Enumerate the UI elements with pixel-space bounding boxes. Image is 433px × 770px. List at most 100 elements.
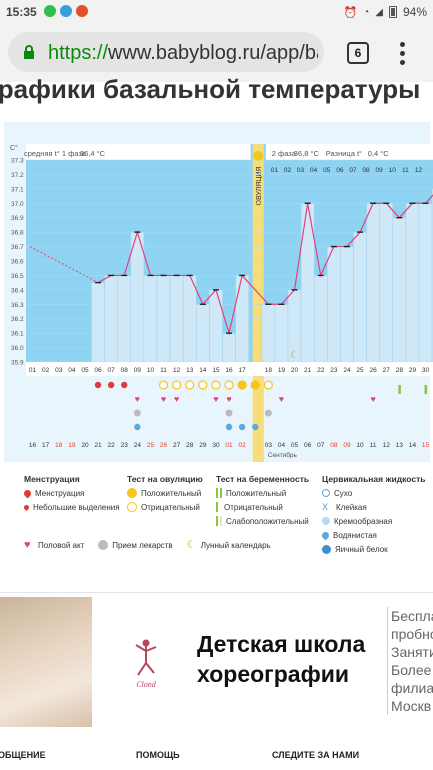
alarm-icon: ⏰ <box>343 6 358 19</box>
cycle-day-label: 03 <box>55 367 63 374</box>
temperature-bar <box>104 275 118 363</box>
legend-item: Небольшие выделения <box>33 502 120 512</box>
url-host: www.babyblog.ru/app/bas <box>108 42 318 64</box>
legend-item: Кремообразная <box>334 516 393 526</box>
date-label: 26 <box>160 442 168 449</box>
date-label: 22 <box>108 442 116 449</box>
temperature-bar <box>405 203 420 363</box>
pregnancy-test-icon <box>398 385 401 394</box>
cycle-day-label: 30 <box>422 367 430 374</box>
cycle-day-label: 23 <box>330 367 338 374</box>
cycle-day-label: 02 <box>42 367 50 374</box>
date-label: 19 <box>68 442 76 449</box>
date-label: 08 <box>330 442 338 449</box>
cycle-day-label: 18 <box>265 367 273 374</box>
legend-item: Отрицательный <box>224 502 283 512</box>
promo-side-text: Беспла пробно Заняти Более филиа Москв <box>387 607 433 715</box>
cycle-day-label: 07 <box>108 367 116 374</box>
heart-icon: ♥ <box>24 539 31 551</box>
cycle-day-label: 24 <box>343 367 351 374</box>
header-phase2-label: 2 фаза <box>272 149 297 158</box>
y-tick-label: 37.1 <box>11 186 24 193</box>
temperature-bar <box>156 275 171 363</box>
watery-drop-icon <box>320 530 331 540</box>
heart-icon: ♥ <box>161 394 166 404</box>
date-label: 04 <box>278 442 286 449</box>
date-label: 15 <box>422 442 430 449</box>
ovulation-test-icon <box>172 380 182 390</box>
menstruation-icon <box>94 381 102 389</box>
header-phase2-value: 36,8 °C <box>294 149 320 158</box>
temperature-bar <box>169 275 184 363</box>
header-day-label: 09 <box>376 167 384 174</box>
header-day-label: 02 <box>284 167 292 174</box>
temperature-bar <box>117 275 132 363</box>
y-tick-label: 36.1 <box>11 331 24 338</box>
promo-side-line: Более <box>391 662 432 678</box>
egg-white-icon <box>322 544 331 554</box>
address-bar[interactable]: https://www.babyblog.ru/app/bas <box>8 32 324 72</box>
moon-icon: ☾ <box>290 350 299 361</box>
date-label: 29 <box>199 442 207 449</box>
date-label: 20 <box>81 442 89 449</box>
header-day-label: 05 <box>323 167 331 174</box>
cervical-icon <box>252 423 259 431</box>
heart-icon: ♥ <box>174 394 179 404</box>
promo-banner[interactable]: Clond Детская школа хореографии Беспла п… <box>0 592 433 742</box>
logo-text: Clond <box>136 680 157 689</box>
temperature-bar <box>91 282 105 363</box>
date-label: 11 <box>370 442 377 449</box>
y-tick-label: 36.7 <box>11 244 24 251</box>
cycle-day-label: 11 <box>160 367 167 374</box>
page-title: Графики базальной температуры <box>0 74 421 104</box>
ovulation-test-icon <box>185 380 195 390</box>
footer-link-community[interactable]: ОБЩЕНИЕ <box>0 750 46 760</box>
legend-menstruation-title: Менструация <box>24 474 80 484</box>
date-label: 09 <box>343 442 351 449</box>
status-time: 15:35 <box>6 5 37 19</box>
footer-link-follow[interactable]: СЛЕДИТЕ ЗА НАМИ <box>272 750 360 760</box>
faint-bar-icon <box>216 516 222 526</box>
browser-toolbar: https://www.babyblog.ru/app/bas 6 <box>0 24 433 82</box>
legend-pregnancy-title: Тест на беременность <box>216 474 310 484</box>
battery-percent: 94% <box>402 5 427 19</box>
cycle-day-label: 22 <box>317 367 325 374</box>
promo-title[interactable]: Детская школа хореографии <box>197 629 365 689</box>
battery-icon <box>388 6 397 18</box>
header-phase1-label: средняя t° 1 фаза <box>24 149 87 158</box>
temperature-bar <box>313 275 328 363</box>
cycle-day-label: 29 <box>409 367 417 374</box>
temperature-bar <box>261 304 276 363</box>
date-label: 01 <box>225 442 233 449</box>
cycle-day-label: 19 <box>278 367 286 374</box>
trend-dashed-line <box>29 246 99 284</box>
cycle-day-label: 26 <box>370 367 378 374</box>
legend-item: Водянистая <box>333 530 377 540</box>
url-scheme: https:// <box>48 42 109 64</box>
signal-icon: ◢ <box>375 6 383 18</box>
positive-circle-icon <box>127 488 137 498</box>
ovulation-test-icon <box>198 380 208 390</box>
cycle-day-label: 14 <box>199 367 207 374</box>
single-bar-icon <box>216 502 220 512</box>
cycle-day-label: 12 <box>173 367 181 374</box>
moon-icon: ☾ <box>186 539 197 551</box>
overflow-menu-icon[interactable] <box>396 40 408 68</box>
cycle-day-label: 01 <box>29 367 37 374</box>
promo-title-line1: Детская школа <box>197 631 366 657</box>
url-text[interactable]: https://www.babyblog.ru/app/bas <box>48 42 318 65</box>
temperature-bar <box>222 332 236 363</box>
date-label: 12 <box>383 442 391 449</box>
legend-item: Половой акт <box>38 540 85 550</box>
temperature-bar <box>379 203 394 363</box>
ovulation-test-icon <box>211 380 221 390</box>
heart-icon: ♥ <box>370 394 375 404</box>
tab-switcher-button[interactable]: 6 <box>347 42 369 64</box>
legend-item: Прием лекарств <box>112 540 173 550</box>
footer-link-help[interactable]: ПОМОЩЬ <box>136 750 180 760</box>
chart-unit-label: C° <box>10 144 18 152</box>
cervical-icon <box>134 423 141 431</box>
ovulation-test-icon <box>250 380 260 390</box>
ovulation-test-icon <box>158 380 169 390</box>
